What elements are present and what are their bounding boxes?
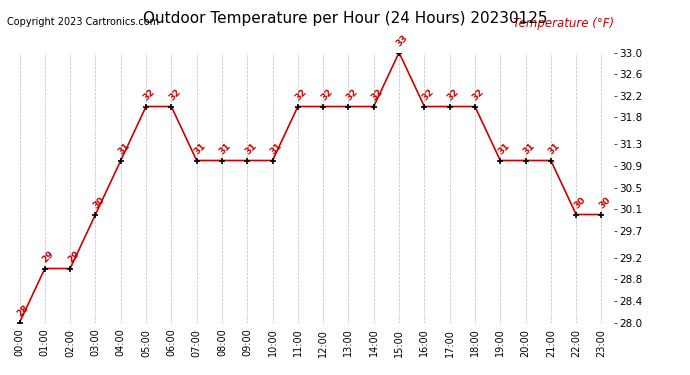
Text: Temperature (°F): Temperature (°F)	[513, 17, 614, 30]
Text: 31: 31	[522, 141, 537, 156]
Text: 31: 31	[218, 141, 233, 156]
Text: 30: 30	[572, 195, 587, 210]
Text: 32: 32	[294, 87, 309, 102]
Text: 32: 32	[446, 87, 461, 102]
Text: 32: 32	[344, 87, 359, 102]
Text: 29: 29	[41, 249, 56, 264]
Text: 31: 31	[546, 141, 562, 156]
Text: 32: 32	[420, 87, 435, 102]
Text: 29: 29	[66, 249, 81, 264]
Text: 32: 32	[471, 87, 486, 102]
Text: 31: 31	[496, 141, 511, 156]
Text: 32: 32	[370, 87, 385, 102]
Text: Outdoor Temperature per Hour (24 Hours) 20230125: Outdoor Temperature per Hour (24 Hours) …	[143, 11, 547, 26]
Text: Copyright 2023 Cartronics.com: Copyright 2023 Cartronics.com	[7, 17, 159, 27]
Text: 31: 31	[243, 141, 258, 156]
Text: 31: 31	[268, 141, 284, 156]
Text: 30: 30	[91, 195, 106, 210]
Text: 28: 28	[15, 303, 30, 318]
Text: 32: 32	[167, 87, 182, 102]
Text: 31: 31	[193, 141, 208, 156]
Text: 32: 32	[319, 87, 334, 102]
Text: 31: 31	[117, 141, 132, 156]
Text: 30: 30	[598, 195, 613, 210]
Text: 33: 33	[395, 33, 410, 48]
Text: 32: 32	[142, 87, 157, 102]
